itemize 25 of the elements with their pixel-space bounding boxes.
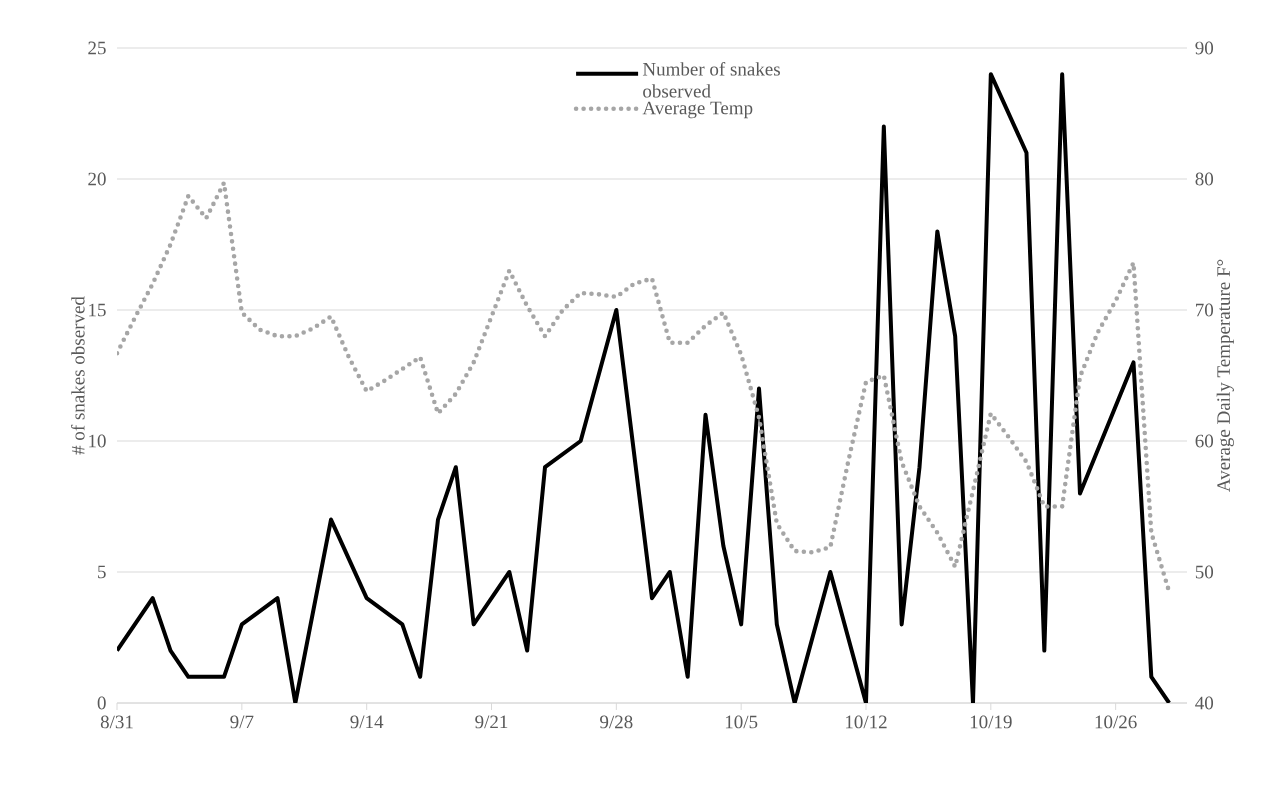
legend-label: Number of snakes observed (642, 62, 780, 98)
y2-tick-label: 70 (1196, 303, 1214, 317)
x-tick-label: 9/28 (600, 715, 633, 729)
x-tick-label: 8/31 (100, 715, 133, 729)
y2-axis-title: Average Daily Temperature F° (1216, 259, 1234, 492)
y-tick-label: 25 (88, 41, 106, 55)
y2-tick-label: 40 (1195, 696, 1214, 710)
x-tick-label: 10/26 (1095, 715, 1137, 729)
y-axis-title: # of snakes observed (71, 296, 85, 455)
y-tick-label: 0 (97, 696, 106, 710)
y-tick-label: 10 (89, 434, 106, 448)
y-tick-label: 20 (88, 172, 106, 186)
legend-label: Average Temp (642, 101, 753, 119)
x-tick-label: 10/12 (846, 715, 887, 729)
x-tick-label: 9/21 (475, 715, 508, 729)
y2-tick-label: 50 (1195, 565, 1214, 579)
y2-tick-label: 80 (1195, 172, 1214, 186)
y-tick-label: 15 (89, 303, 106, 317)
x-tick-label: 10/19 (970, 715, 1012, 729)
x-tick-label: 10/5 (725, 715, 758, 729)
x-tick-label: 9/7 (230, 715, 254, 729)
y2-tick-label: 90 (1195, 41, 1214, 55)
y2-tick-label: 60 (1195, 434, 1214, 448)
x-tick-label: 9/14 (350, 715, 384, 729)
y-tick-label: 5 (98, 565, 106, 579)
